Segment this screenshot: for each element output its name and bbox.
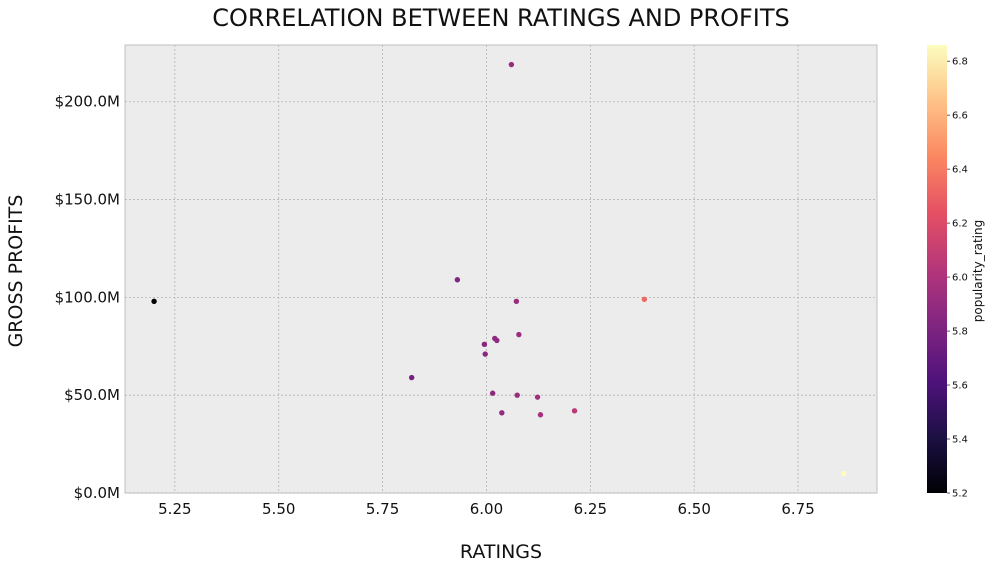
- colorbar-label: popularity_rating: [971, 220, 985, 323]
- colorbar-tick-label: 5.4: [952, 435, 968, 446]
- x-tick-label: 6.00: [470, 500, 503, 518]
- colorbar-tick-label: 5.2: [952, 489, 968, 500]
- colorbar-tick-label: 6.6: [952, 111, 968, 122]
- data-point: [514, 392, 520, 398]
- x-tick-label: 5.75: [366, 500, 399, 518]
- x-tick-label: 5.50: [262, 500, 295, 518]
- data-point: [481, 341, 488, 348]
- colorbar-tick-label: 5.6: [952, 381, 968, 392]
- colorbar-tick-label: 6.2: [952, 219, 968, 230]
- data-point: [534, 394, 541, 400]
- chart-title: CORRELATION BETWEEN RATINGS AND PROFITS: [212, 4, 790, 32]
- data-point: [571, 408, 578, 414]
- y-axis-label: GROSS PROFITS: [5, 195, 27, 348]
- colorbar-tick-label: 5.8: [952, 327, 968, 338]
- data-point: [508, 61, 515, 68]
- data-point: [537, 412, 544, 418]
- data-point: [489, 390, 496, 396]
- x-tick-label: 6.25: [574, 500, 607, 518]
- data-point: [494, 337, 500, 344]
- x-tick-label: 6.75: [781, 500, 814, 518]
- plot-area: [124, 44, 878, 494]
- x-tick-label: 6.50: [677, 500, 710, 518]
- colorbar-tick-label: 6.8: [952, 57, 968, 68]
- data-points: [151, 61, 847, 477]
- y-tick-label: $0.0M: [74, 484, 120, 502]
- data-point: [499, 410, 505, 416]
- colorbar: [927, 45, 947, 493]
- grid-lines: [125, 45, 877, 494]
- x-tick-label: 5.25: [158, 500, 191, 518]
- y-axis-ticks: $0.0M $50.0M $100.0M $150.0M $200.0M: [55, 93, 120, 502]
- colorbar-tick-label: 6.0: [952, 273, 968, 284]
- x-axis-ticks: 5.25 5.50 5.75 6.00 6.25 6.50 6.75: [158, 500, 815, 518]
- data-point: [482, 351, 488, 357]
- data-point: [516, 331, 522, 338]
- data-point: [841, 470, 847, 477]
- colorbar-tick-label: 6.4: [952, 165, 968, 176]
- data-point: [513, 298, 520, 304]
- y-tick-label: $150.0M: [55, 191, 120, 209]
- y-tick-label: $200.0M: [55, 93, 120, 111]
- y-tick-label: $100.0M: [55, 288, 120, 306]
- data-point: [408, 374, 415, 381]
- data-point: [641, 296, 648, 303]
- y-tick-label: $50.0M: [64, 386, 120, 404]
- colorbar-ticks: 5.2 5.4 5.6 5.8 6.0 6.2 6.4 6.6 6.8: [947, 57, 968, 500]
- data-point: [151, 298, 157, 304]
- data-point: [454, 277, 461, 283]
- x-axis-label: RATINGS: [460, 541, 542, 563]
